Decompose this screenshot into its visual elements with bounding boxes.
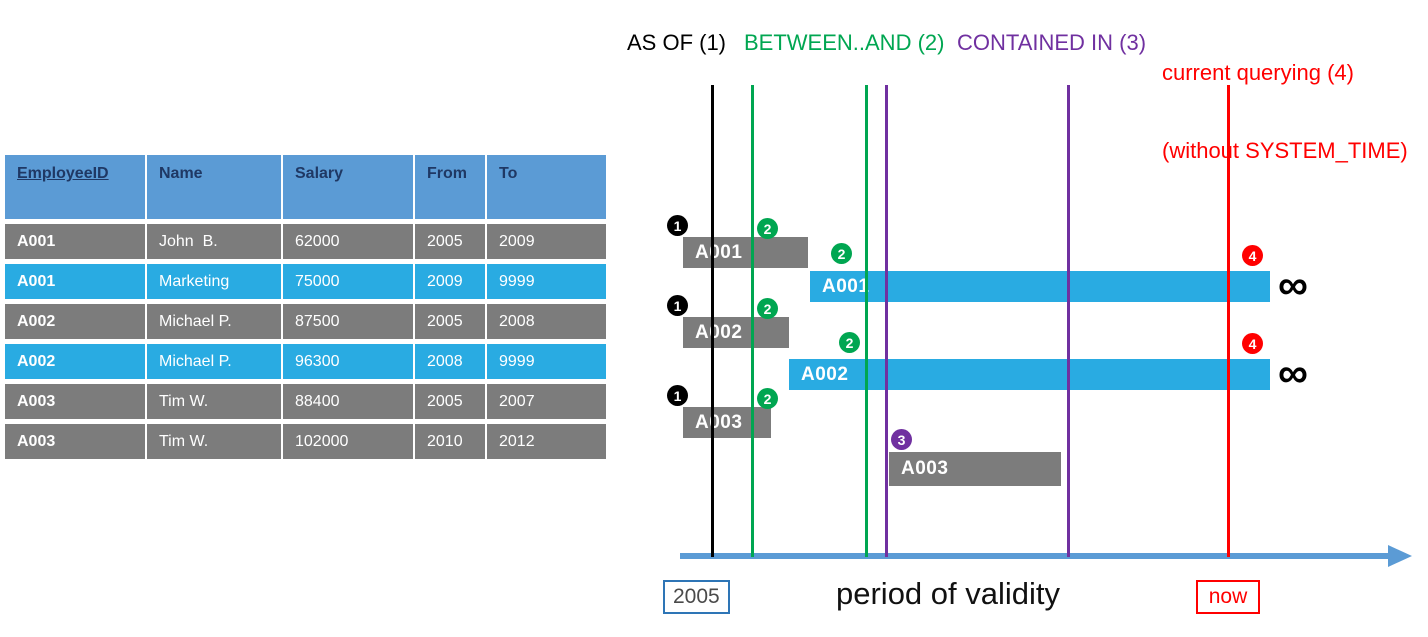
cell-to: 2012 bbox=[487, 424, 606, 459]
legend-current-querying-line2: (without SYSTEM_TIME) bbox=[1162, 137, 1408, 163]
validity-bar-a002-current: A002 bbox=[789, 359, 1270, 390]
axis-title: period of validity bbox=[836, 576, 1061, 611]
cell-name: Michael P. bbox=[147, 344, 281, 379]
query-line-as-of bbox=[711, 85, 714, 557]
employee-table: EmployeeID Name Salary From To A001 John B. 620… bbox=[5, 155, 606, 459]
cell-to: 9999 bbox=[487, 264, 606, 299]
cell-employee-id: A001 bbox=[5, 264, 145, 299]
query-marker-3: 3 bbox=[891, 429, 912, 450]
legend-current-querying: current querying (4) (without SYSTEM_TIM… bbox=[1162, 8, 1408, 216]
cell-name: Tim W. bbox=[147, 424, 281, 459]
bar-label: A002 bbox=[801, 363, 849, 385]
cell-employee-id: A002 bbox=[5, 344, 145, 379]
column-header-salary: Salary bbox=[283, 155, 413, 219]
cell-salary: 75000 bbox=[283, 264, 413, 299]
cell-salary: 102000 bbox=[283, 424, 413, 459]
cell-employee-id: A003 bbox=[5, 424, 145, 459]
infinity-icon: ∞ bbox=[1278, 260, 1308, 308]
query-marker-2: 2 bbox=[831, 243, 852, 264]
validity-bar-a003-history: A003 bbox=[889, 452, 1061, 486]
cell-employee-id: A002 bbox=[5, 304, 145, 339]
validity-bar-a002-history: A002 bbox=[683, 317, 789, 348]
legend-contained-in: CONTAINED IN (3) bbox=[957, 30, 1147, 55]
cell-name: Michael P. bbox=[147, 304, 281, 339]
query-line-between-end bbox=[865, 85, 868, 557]
column-header-employeeid: EmployeeID bbox=[5, 155, 145, 219]
cell-employee-id: A003 bbox=[5, 384, 145, 419]
query-marker-2: 2 bbox=[839, 332, 860, 353]
cell-from: 2009 bbox=[415, 264, 485, 299]
query-marker-4: 4 bbox=[1242, 333, 1263, 354]
query-line-contained-end bbox=[1067, 85, 1070, 557]
column-header-name: Name bbox=[147, 155, 281, 219]
cell-name: Marketing bbox=[147, 264, 281, 299]
cell-name: John B. bbox=[147, 224, 281, 259]
validity-bar-a001-history: A001 bbox=[683, 237, 808, 268]
cell-from: 2010 bbox=[415, 424, 485, 459]
column-header-to: To bbox=[487, 155, 606, 219]
query-marker-2: 2 bbox=[757, 388, 778, 409]
bar-label: A003 bbox=[901, 458, 949, 479]
bar-label: A002 bbox=[695, 321, 743, 343]
legend-as-of: AS OF (1) bbox=[627, 30, 727, 55]
validity-bar-a001-current: A001 bbox=[810, 271, 1270, 302]
legend-current-querying-line1: current querying (4) bbox=[1162, 59, 1354, 85]
bar-label: A003 bbox=[695, 411, 743, 433]
cell-to: 9999 bbox=[487, 344, 606, 379]
bar-label: A001 bbox=[822, 275, 870, 297]
cell-salary: 96300 bbox=[283, 344, 413, 379]
cell-to: 2007 bbox=[487, 384, 606, 419]
cell-from: 2005 bbox=[415, 304, 485, 339]
query-marker-4: 4 bbox=[1242, 245, 1263, 266]
query-line-now bbox=[1227, 85, 1230, 557]
bar-label: A001 bbox=[695, 241, 743, 263]
cell-from: 2005 bbox=[415, 224, 485, 259]
query-marker-1: 1 bbox=[667, 295, 688, 316]
column-header-from: From bbox=[415, 155, 485, 219]
query-marker-2: 2 bbox=[757, 218, 778, 239]
cell-employee-id: A001 bbox=[5, 224, 145, 259]
now-box: now bbox=[1196, 580, 1260, 614]
cell-name: Tim W. bbox=[147, 384, 281, 419]
query-marker-1: 1 bbox=[667, 385, 688, 406]
infinity-icon: ∞ bbox=[1278, 348, 1308, 396]
cell-salary: 88400 bbox=[283, 384, 413, 419]
query-marker-1: 1 bbox=[667, 215, 688, 236]
timeline-arrowhead-icon bbox=[1388, 545, 1412, 567]
query-line-contained-start bbox=[885, 85, 888, 557]
query-marker-2: 2 bbox=[757, 298, 778, 319]
start-year-box: 2005 bbox=[663, 580, 730, 614]
validity-bar-a003-history: A003 bbox=[683, 407, 771, 438]
cell-salary: 87500 bbox=[283, 304, 413, 339]
cell-from: 2008 bbox=[415, 344, 485, 379]
cell-to: 2009 bbox=[487, 224, 606, 259]
timeline-axis bbox=[680, 553, 1390, 559]
cell-to: 2008 bbox=[487, 304, 606, 339]
cell-salary: 62000 bbox=[283, 224, 413, 259]
cell-from: 2005 bbox=[415, 384, 485, 419]
legend-between-and: BETWEEN..AND (2) bbox=[744, 30, 945, 55]
query-line-between-start bbox=[751, 85, 754, 557]
